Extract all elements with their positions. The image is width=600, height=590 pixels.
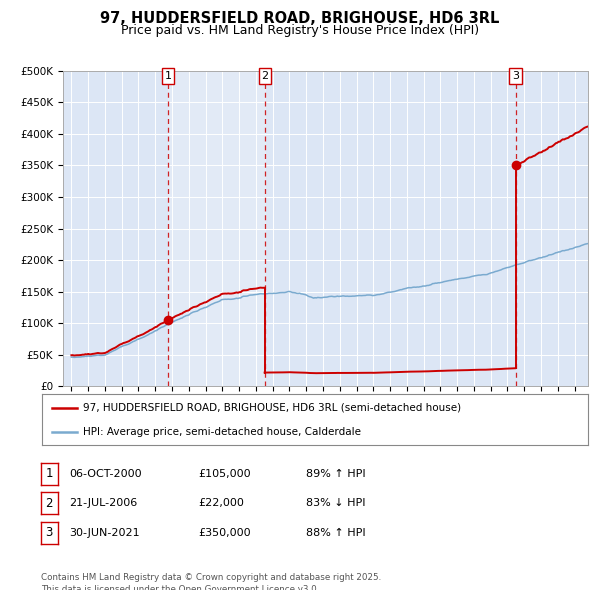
Text: HPI: Average price, semi-detached house, Calderdale: HPI: Average price, semi-detached house,… [83,427,361,437]
Text: 2: 2 [262,71,269,81]
Text: 1: 1 [164,71,172,81]
Text: 97, HUDDERSFIELD ROAD, BRIGHOUSE, HD6 3RL (semi-detached house): 97, HUDDERSFIELD ROAD, BRIGHOUSE, HD6 3R… [83,403,461,413]
Text: 30-JUN-2021: 30-JUN-2021 [69,528,140,537]
Text: Price paid vs. HM Land Registry's House Price Index (HPI): Price paid vs. HM Land Registry's House … [121,24,479,37]
Text: 1: 1 [46,467,53,480]
Bar [168,71,265,386]
Text: £350,000: £350,000 [198,528,251,537]
Text: 21-JUL-2006: 21-JUL-2006 [69,499,137,508]
Text: 3: 3 [46,526,53,539]
Text: 88% ↑ HPI: 88% ↑ HPI [306,528,365,537]
Text: 83% ↓ HPI: 83% ↓ HPI [306,499,365,508]
Text: 97, HUDDERSFIELD ROAD, BRIGHOUSE, HD6 3RL: 97, HUDDERSFIELD ROAD, BRIGHOUSE, HD6 3R… [100,11,500,25]
Text: 89% ↑ HPI: 89% ↑ HPI [306,469,365,478]
Text: Contains HM Land Registry data © Crown copyright and database right 2025.
This d: Contains HM Land Registry data © Crown c… [41,573,381,590]
Text: 3: 3 [512,71,519,81]
Text: £105,000: £105,000 [198,469,251,478]
Text: 2: 2 [46,497,53,510]
Text: £22,000: £22,000 [198,499,244,508]
Text: 06-OCT-2000: 06-OCT-2000 [69,469,142,478]
